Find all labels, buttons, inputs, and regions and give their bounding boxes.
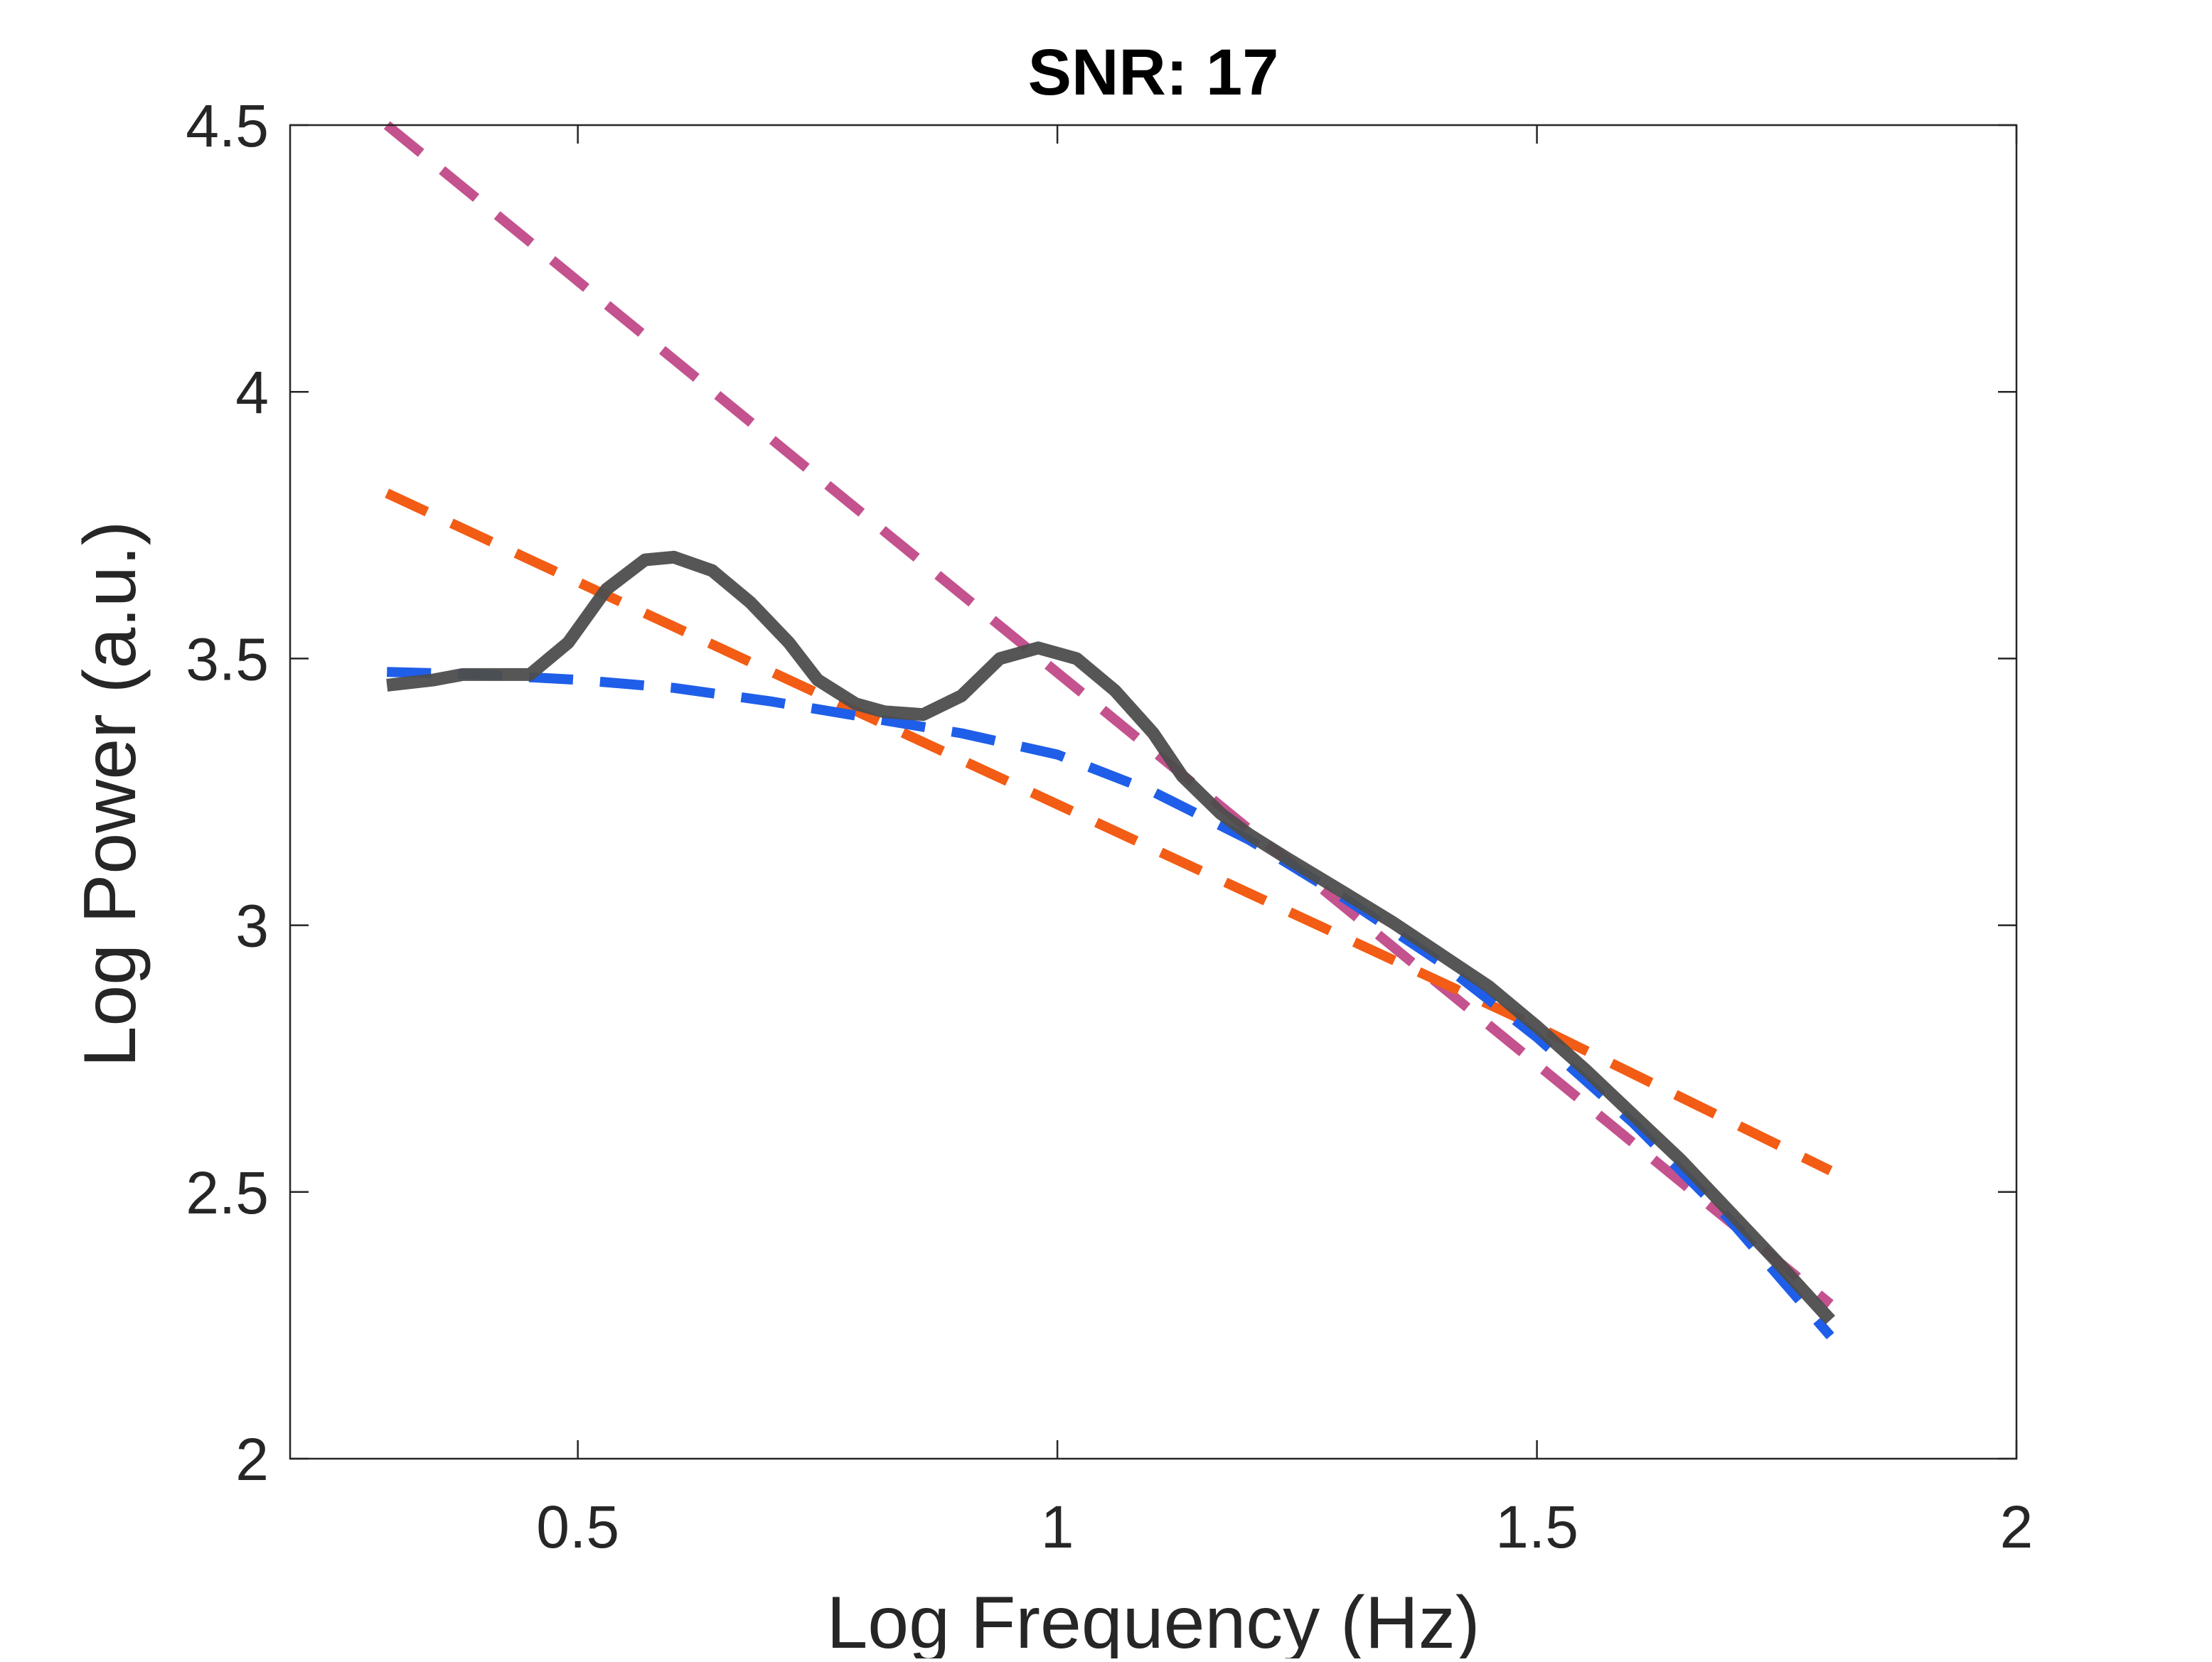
x-axis-label: Log Frequency (Hz) [826, 1582, 1480, 1658]
x-tick-label: 1.5 [1495, 1494, 1578, 1560]
series-layer [383, 121, 1835, 1339]
y-tick-label: 2.5 [186, 1159, 269, 1226]
series-line-dashed-0 [383, 121, 1834, 1308]
x-tick-label: 2 [2000, 1494, 2034, 1560]
y-tick-label: 4 [235, 359, 269, 426]
chart-title: SNR: 17 [1028, 36, 1279, 109]
plot-area-frame [289, 124, 2018, 1460]
series-line-solid [386, 550, 1835, 1324]
tick-layer: 0.5 1 1.5 2 2 2.5 3 3.5 4 4.5 [186, 92, 2033, 1560]
y-tick-label: 3.5 [186, 626, 269, 692]
series-line-dashed-1 [385, 488, 1833, 1176]
y-axis-label: Log Power (a.u.) [69, 521, 151, 1068]
y-tick-label: 2 [235, 1426, 269, 1493]
series-line-dashed-2 [387, 667, 1834, 1339]
x-tick-label: 1 [1041, 1494, 1074, 1560]
y-tick-label: 4.5 [186, 92, 269, 159]
x-tick-label: 0.5 [536, 1494, 619, 1560]
y-tick-label: 3 [235, 893, 269, 960]
